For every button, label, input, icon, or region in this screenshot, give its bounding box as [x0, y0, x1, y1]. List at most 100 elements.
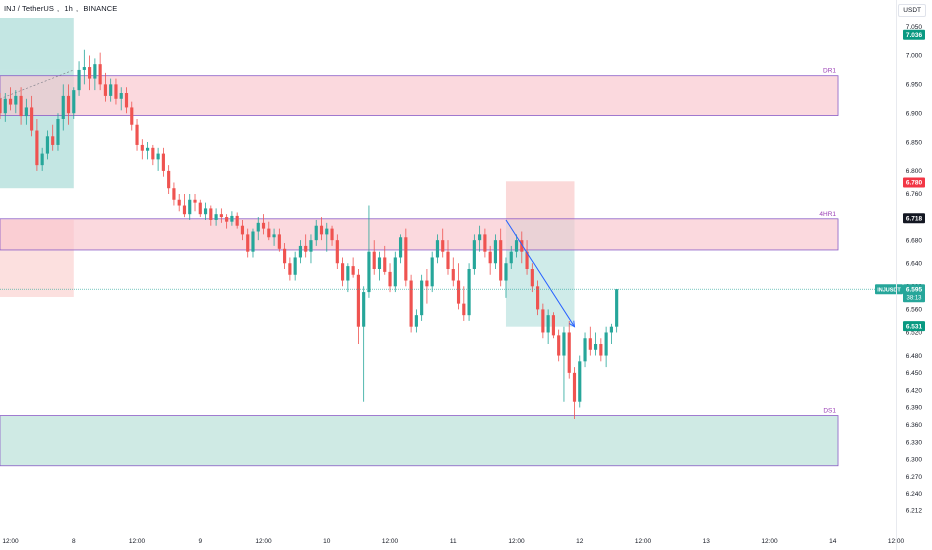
candle[interactable] [409, 280, 413, 327]
candle[interactable] [588, 338, 592, 350]
candle[interactable] [51, 136, 55, 145]
candle[interactable] [536, 286, 540, 310]
candle[interactable] [599, 344, 603, 356]
candle[interactable] [504, 263, 508, 281]
candle[interactable] [441, 240, 445, 252]
candle[interactable] [172, 188, 176, 200]
candle[interactable] [430, 257, 434, 287]
candle[interactable] [472, 240, 476, 269]
candle[interactable] [161, 153, 165, 171]
candle[interactable] [578, 361, 582, 402]
candle[interactable] [562, 332, 566, 356]
candle[interactable] [499, 240, 503, 281]
candle[interactable] [478, 234, 482, 241]
candle[interactable] [298, 245, 303, 258]
candle[interactable] [330, 228, 334, 241]
candle[interactable] [362, 292, 366, 327]
candle[interactable] [456, 280, 461, 304]
candle[interactable] [82, 67, 86, 70]
candle[interactable] [40, 153, 44, 166]
candle[interactable] [140, 144, 144, 151]
candle[interactable] [240, 225, 245, 235]
symbol-label[interactable]: INJ / TetherUS [4, 4, 55, 13]
candle[interactable] [130, 107, 134, 125]
candle[interactable] [593, 344, 598, 350]
candle[interactable] [93, 64, 97, 79]
candle[interactable] [420, 280, 424, 316]
candle[interactable] [319, 225, 324, 235]
candle[interactable] [198, 202, 202, 215]
candle[interactable] [103, 84, 107, 96]
candle[interactable] [377, 257, 382, 269]
candle[interactable] [514, 240, 519, 252]
candle[interactable] [309, 240, 313, 252]
candle[interactable] [225, 217, 229, 222]
candle[interactable] [388, 271, 392, 287]
candle[interactable] [156, 153, 160, 160]
interval-label[interactable]: 1h [64, 4, 73, 13]
candle[interactable] [335, 240, 339, 264]
candle[interactable] [235, 215, 239, 226]
candle[interactable] [145, 147, 150, 151]
candle[interactable] [583, 338, 587, 362]
candle[interactable] [304, 245, 308, 252]
candle[interactable] [251, 231, 255, 252]
candle[interactable] [24, 107, 28, 117]
candle[interactable] [203, 208, 208, 215]
candle[interactable] [604, 332, 608, 356]
candle[interactable] [435, 240, 440, 258]
candle[interactable] [367, 251, 371, 293]
candle[interactable] [615, 289, 619, 327]
candle[interactable] [30, 107, 34, 131]
candle[interactable] [341, 263, 345, 281]
zone-dr1[interactable] [0, 75, 839, 116]
candle[interactable] [488, 251, 492, 264]
candle[interactable] [214, 214, 218, 220]
candle[interactable] [346, 266, 350, 281]
candle[interactable] [493, 240, 498, 264]
candle[interactable] [88, 67, 92, 79]
candle[interactable] [372, 251, 376, 269]
candle[interactable] [14, 95, 18, 105]
candle[interactable] [356, 274, 360, 327]
candle[interactable] [483, 234, 487, 252]
candle[interactable] [167, 170, 171, 189]
candle[interactable] [314, 225, 318, 241]
candle[interactable] [267, 228, 271, 238]
candle[interactable] [557, 335, 561, 356]
candle[interactable] [446, 251, 450, 269]
candle[interactable] [8, 98, 13, 105]
zone-4hr1[interactable] [0, 218, 839, 251]
candle[interactable] [0, 98, 2, 114]
candle[interactable] [209, 208, 213, 220]
candle[interactable] [393, 257, 397, 287]
candle[interactable] [530, 269, 534, 287]
candle[interactable] [525, 251, 529, 269]
position-profit-zone[interactable] [0, 18, 74, 70]
candle[interactable] [61, 95, 65, 119]
candle[interactable] [135, 124, 139, 145]
candle[interactable] [383, 257, 387, 272]
candle[interactable] [325, 228, 329, 235]
candle[interactable] [193, 199, 197, 203]
candle[interactable] [567, 332, 571, 373]
candle[interactable] [35, 130, 39, 166]
candle[interactable] [551, 315, 555, 336]
candle[interactable] [188, 199, 192, 215]
candle[interactable] [609, 326, 613, 333]
candle[interactable] [66, 95, 71, 114]
candle[interactable] [462, 303, 466, 316]
candle[interactable] [425, 280, 429, 287]
candle[interactable] [19, 95, 23, 117]
candle[interactable] [351, 266, 355, 275]
candle[interactable] [541, 309, 545, 333]
candle[interactable] [414, 315, 418, 327]
candle[interactable] [45, 136, 50, 154]
candle[interactable] [230, 215, 234, 222]
candle[interactable] [72, 90, 76, 114]
candle[interactable] [246, 234, 250, 252]
candle[interactable] [398, 237, 403, 258]
candle[interactable] [451, 269, 455, 281]
candle[interactable] [283, 248, 287, 264]
